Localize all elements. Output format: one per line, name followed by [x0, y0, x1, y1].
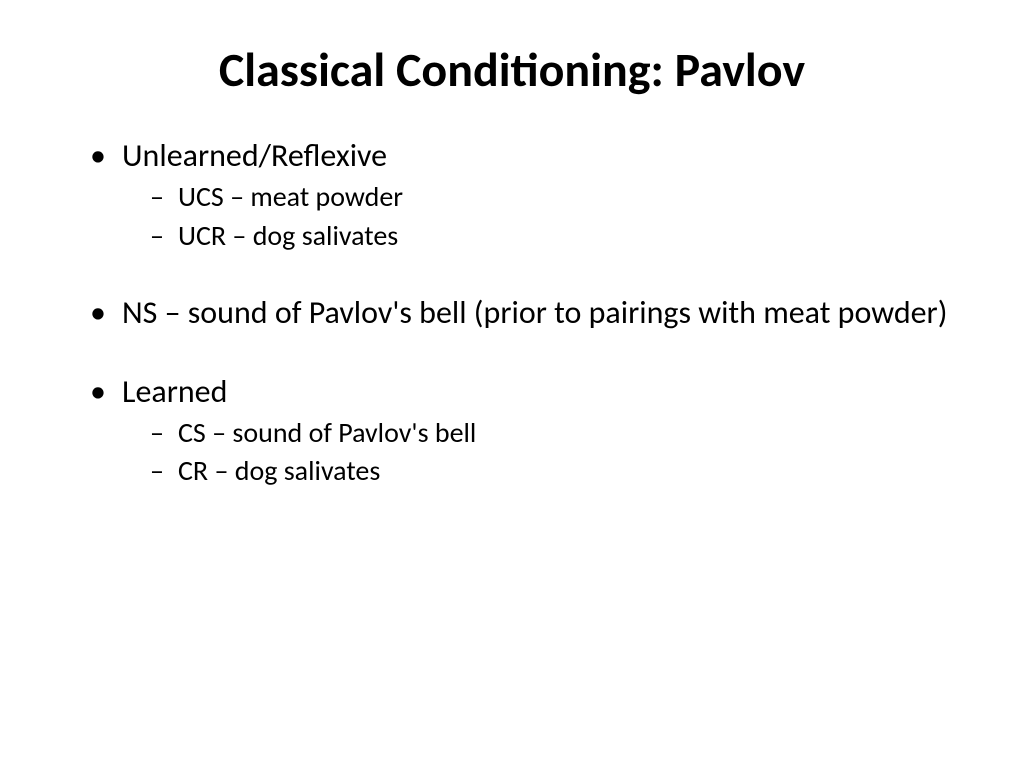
spacer [90, 337, 954, 373]
sub-bullet-item: UCR – dog salivates [150, 218, 954, 254]
sub-bullet-list: CS – sound of Pavlov's bell CR – dog sal… [122, 415, 954, 490]
bullet-list: Unlearned/Reflexive UCS – meat powder UC… [90, 137, 954, 490]
slide-container: Classical Conditioning: Pavlov Unlearned… [0, 0, 1024, 768]
bullet-text: NS – sound of Pavlov's bell (prior to pa… [122, 293, 947, 332]
sub-bullet-item: CS – sound of Pavlov's bell [150, 415, 954, 451]
bullet-item: Learned CS – sound of Pavlov's bell CR –… [90, 373, 954, 490]
sub-bullet-list: UCS – meat powder UCR – dog salivates [122, 179, 954, 254]
bullet-item: Unlearned/Reflexive UCS – meat powder UC… [90, 137, 954, 254]
sub-bullet-item: CR – dog salivates [150, 453, 954, 489]
bullet-text: Learned [122, 372, 227, 411]
spacer [90, 258, 954, 294]
bullet-text: Unlearned/Reflexive [122, 136, 387, 175]
sub-bullet-item: UCS – meat powder [150, 179, 954, 215]
slide-content: Unlearned/Reflexive UCS – meat powder UC… [70, 137, 954, 490]
slide-title: Classical Conditioning: Pavlov [70, 40, 954, 99]
bullet-item: NS – sound of Pavlov's bell (prior to pa… [90, 294, 954, 332]
